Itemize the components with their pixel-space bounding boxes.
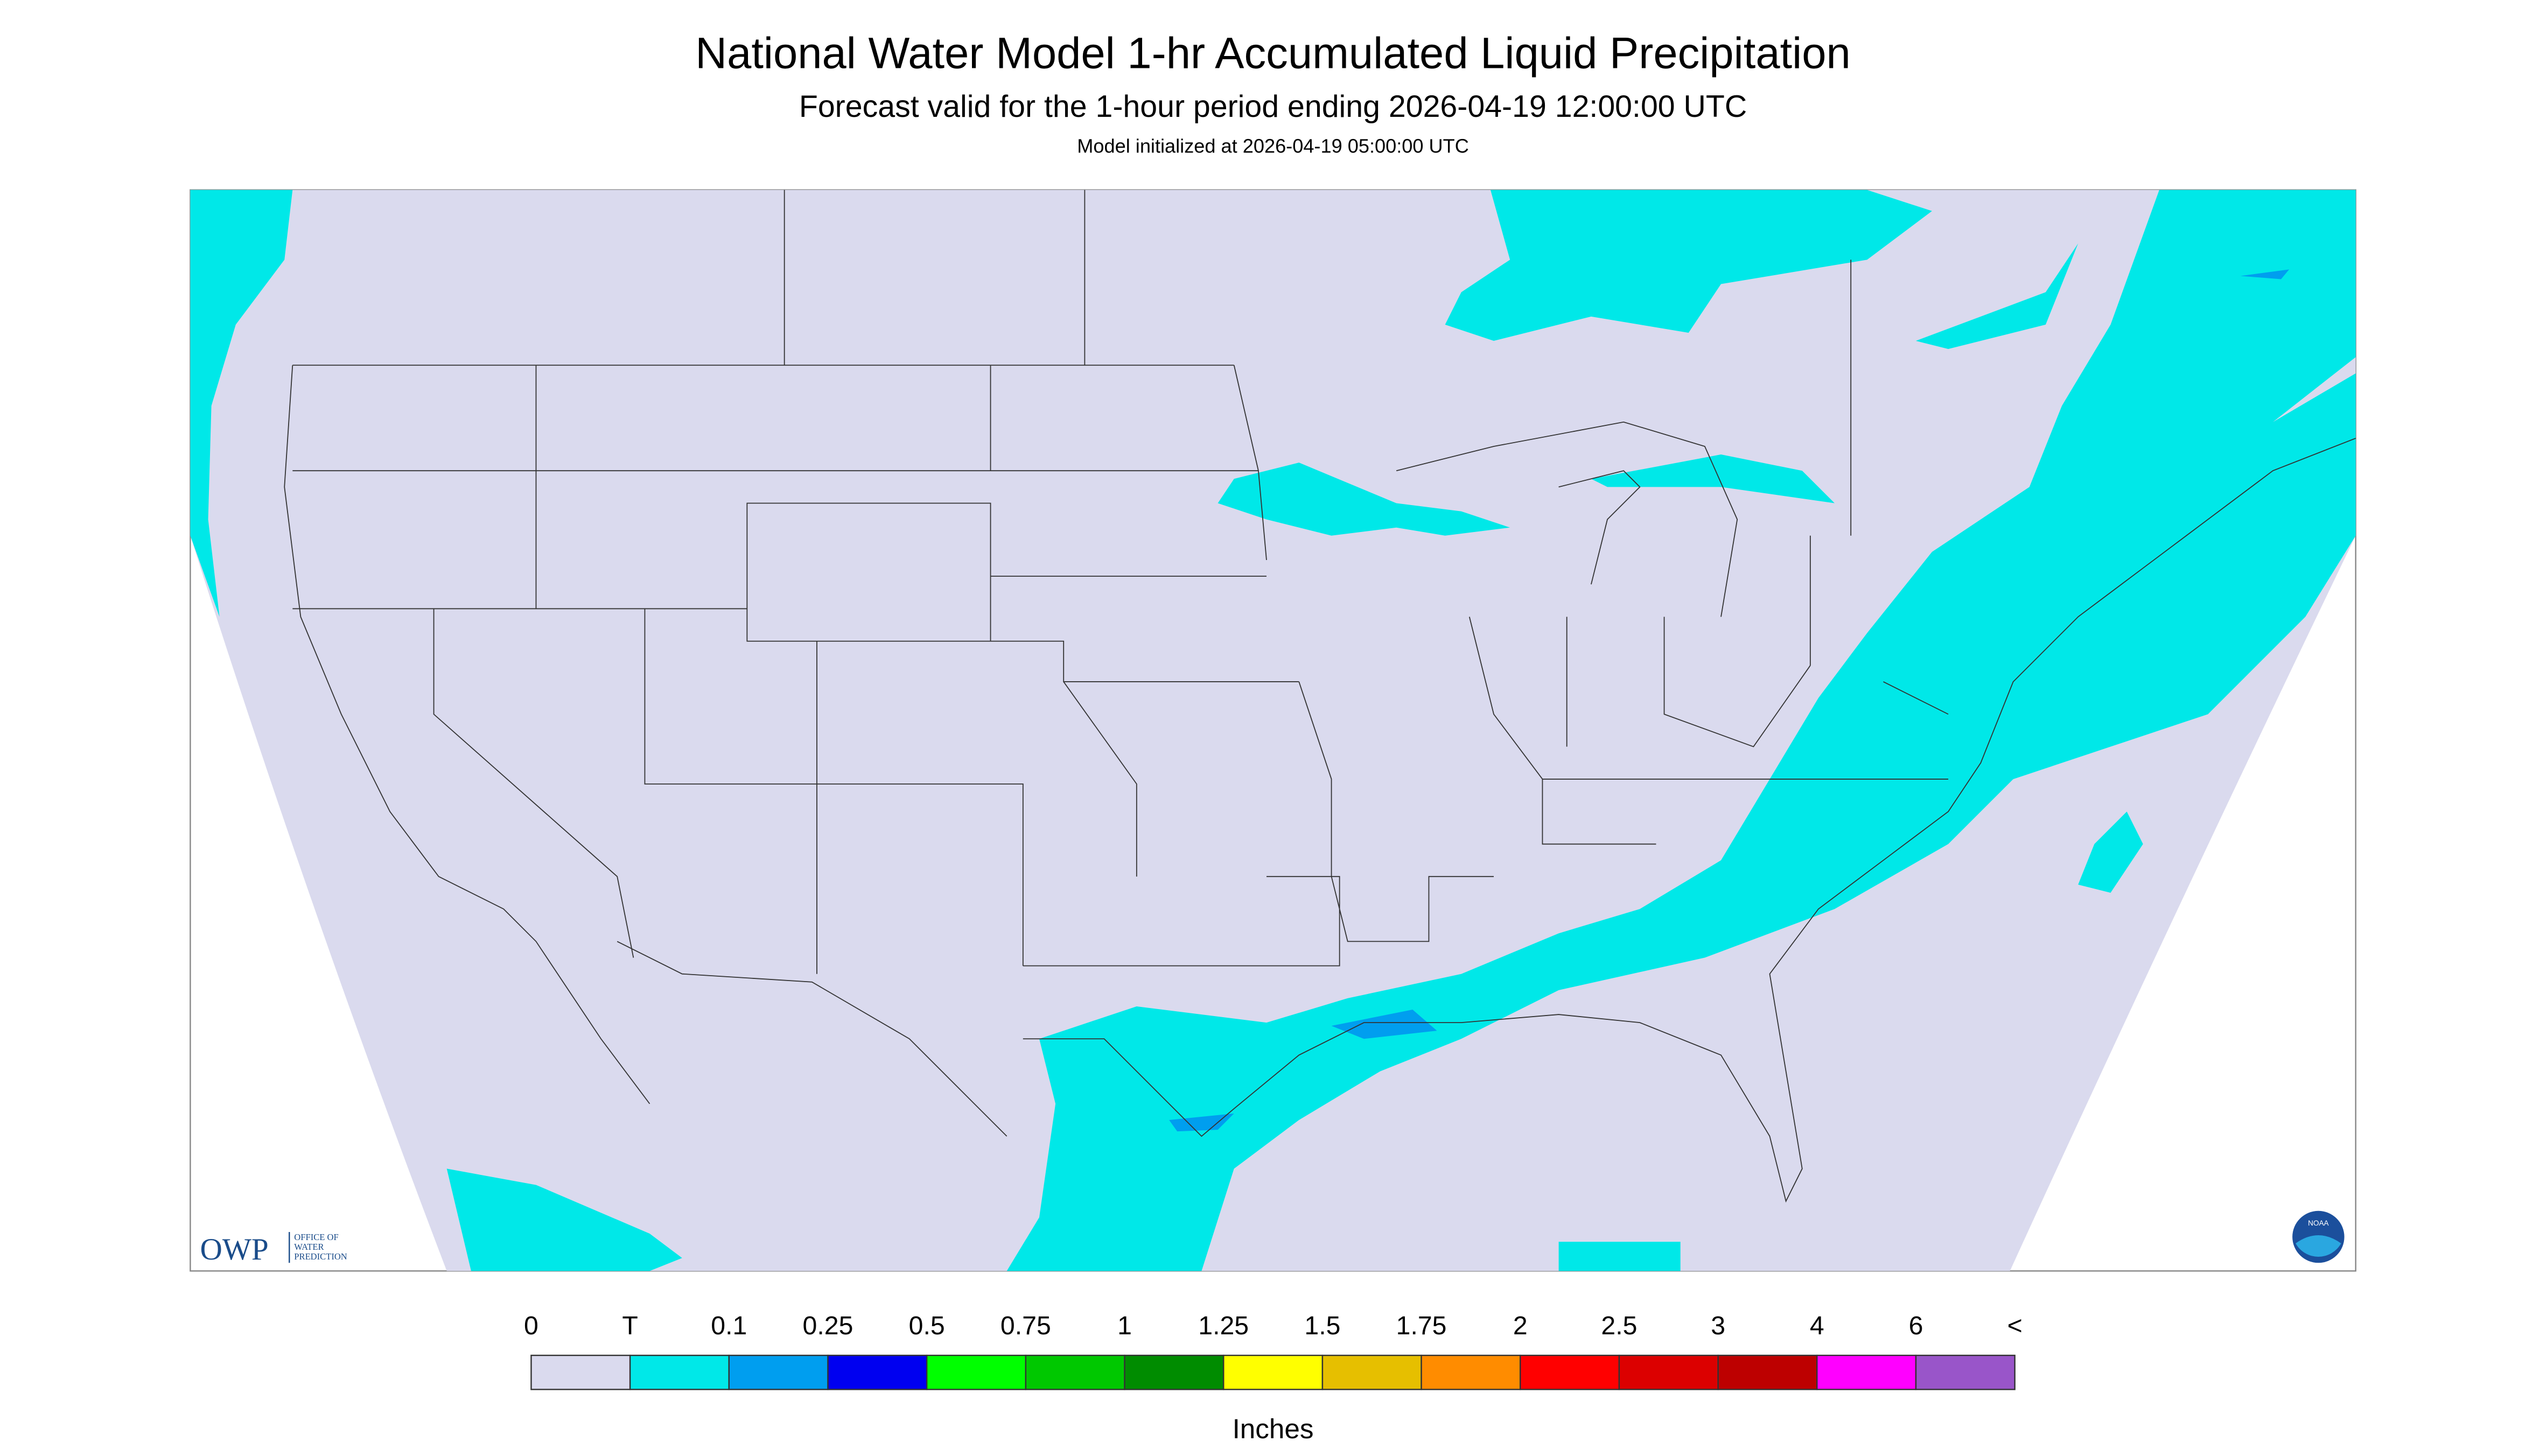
- precip-area: [1591, 454, 1835, 503]
- precip-area: [1331, 1010, 1437, 1039]
- precip-area: [446, 1168, 682, 1271]
- legend-label: 6: [1909, 1311, 1923, 1340]
- legend-label: 1.5: [1304, 1311, 1340, 1340]
- legend-swatch: [1520, 1354, 1620, 1390]
- legend-swatch: [827, 1354, 928, 1390]
- legend-swatch: [1717, 1354, 1818, 1390]
- legend-swatch: [629, 1354, 730, 1390]
- legend-swatch: [1124, 1354, 1224, 1390]
- coastline: [284, 365, 2356, 1203]
- precip-area: [1006, 190, 2356, 1271]
- precip-area: [2078, 811, 2143, 893]
- legend-swatch: [1025, 1354, 1125, 1390]
- precip-area: [1558, 1242, 1681, 1271]
- legend-swatch: [530, 1354, 631, 1390]
- legend-label: 2: [1513, 1311, 1528, 1340]
- precip-area: [2240, 269, 2290, 279]
- model-domain: [190, 190, 2356, 1271]
- legend-label: 4: [1810, 1311, 1824, 1340]
- legend-swatch: [1915, 1354, 2016, 1390]
- owp-name: PREDICTION: [294, 1251, 347, 1262]
- legend: 0 T 0.1 0.25 0.5 0.75 1 1.25 1.5 1.75 2 2.5 3 4 6 < Inch…: [524, 1311, 2023, 1444]
- legend-label: 1.25: [1198, 1311, 1249, 1340]
- legend-label: 1.75: [1396, 1311, 1447, 1340]
- legend-label: 3: [1711, 1311, 1725, 1340]
- great-lakes: [1396, 421, 1738, 617]
- legend-label: <: [2007, 1311, 2023, 1340]
- legend-swatch: [1618, 1354, 1719, 1390]
- noaa-text: NOAA: [2308, 1219, 2329, 1227]
- owp-logo: OWP: [200, 1233, 268, 1266]
- legend-swatch: [1223, 1354, 1324, 1390]
- legend-label: 0.5: [909, 1311, 945, 1340]
- legend-swatch: [1816, 1354, 1917, 1390]
- precip-area: [1217, 463, 1510, 536]
- precip-moderate: [1169, 269, 2290, 1132]
- legend-label: 1: [1117, 1311, 1132, 1340]
- subtitle: Forecast valid for the 1-hour period end…: [799, 89, 1747, 124]
- legend-swatch: [1421, 1354, 1521, 1390]
- legend-swatch: [926, 1354, 1027, 1390]
- noaa-logo-wave: [2296, 1235, 2341, 1257]
- legend-label: 0.1: [711, 1311, 747, 1340]
- legend-label: 0: [524, 1311, 538, 1340]
- state-lines: [292, 190, 1949, 974]
- map: OWP OFFICE OF WATER PREDICTION NOAA: [190, 189, 2356, 1272]
- init-time: Model initialized at 2026-04-19 05:00:00…: [1077, 135, 1469, 157]
- legend-label: 0.75: [1000, 1311, 1051, 1340]
- legend-swatch: [728, 1354, 829, 1390]
- precip-area: [1915, 243, 2079, 349]
- legend-label: 2.5: [1601, 1311, 1637, 1340]
- legend-swatch: [1321, 1354, 1422, 1390]
- owp-name: OFFICE OF: [294, 1232, 338, 1242]
- title: National Water Model 1-hr Accumulated Li…: [695, 29, 1850, 78]
- precip-area: [1445, 190, 1932, 341]
- legend-unit: Inches: [1233, 1413, 1314, 1444]
- precip-area: [190, 190, 293, 617]
- boundaries: [284, 190, 2356, 1203]
- legend-label: T: [622, 1311, 638, 1340]
- precip-area: [1169, 1113, 1234, 1132]
- legend-label: 0.25: [803, 1311, 853, 1340]
- owp-name: WATER: [294, 1242, 324, 1252]
- precip-areas: [190, 190, 2356, 1271]
